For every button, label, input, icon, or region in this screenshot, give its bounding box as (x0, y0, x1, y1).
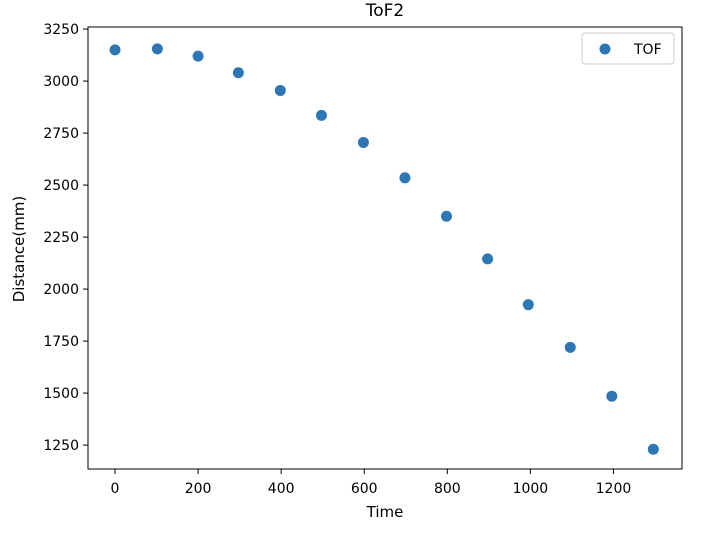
x-tick-label: 1200 (596, 481, 632, 497)
data-point (315, 109, 327, 121)
y-axis: 1250 1500 1750 2000 2250 2500 2750 3000 3250 (43, 22, 88, 454)
data-point (399, 172, 411, 184)
data-point (192, 50, 204, 62)
x-axis-label: Time (366, 503, 404, 521)
x-tick-label: 400 (268, 481, 295, 497)
x-tick-label: 600 (351, 481, 378, 497)
data-point (357, 136, 369, 148)
data-point (606, 390, 618, 402)
y-tick-label: 3000 (43, 74, 79, 90)
x-tick-label: 1000 (513, 481, 549, 497)
legend: TOF (581, 32, 675, 65)
data-point (151, 43, 163, 55)
y-tick-label: 3250 (43, 22, 79, 38)
plot-frame (87, 26, 683, 470)
data-point (109, 44, 121, 56)
y-tick-label: 2250 (43, 230, 79, 246)
x-tick-label: 800 (434, 481, 461, 497)
y-tick-label: 1750 (43, 334, 79, 350)
y-tick-label: 2000 (43, 282, 79, 298)
x-tick-label: 200 (185, 481, 212, 497)
chart-title: ToF2 (365, 1, 405, 21)
data-points (109, 43, 659, 455)
y-tick-label: 1250 (43, 438, 79, 454)
data-point (482, 253, 494, 265)
x-tick-label: 0 (111, 481, 120, 497)
data-point (232, 67, 244, 79)
data-point (647, 443, 659, 455)
legend-marker-tof (599, 43, 611, 55)
y-axis-label: Distance(mm) (10, 196, 28, 303)
data-point (522, 299, 534, 311)
data-point (440, 210, 452, 222)
data-point (564, 341, 576, 353)
data-point (274, 84, 286, 96)
y-tick-label: 1500 (43, 386, 79, 402)
legend-label-tof: TOF (633, 42, 662, 58)
y-tick-label: 2750 (43, 126, 79, 142)
x-axis: 0 200 400 600 800 1000 1200 (111, 469, 632, 497)
y-tick-label: 2500 (43, 178, 79, 194)
legend-box (581, 32, 675, 65)
